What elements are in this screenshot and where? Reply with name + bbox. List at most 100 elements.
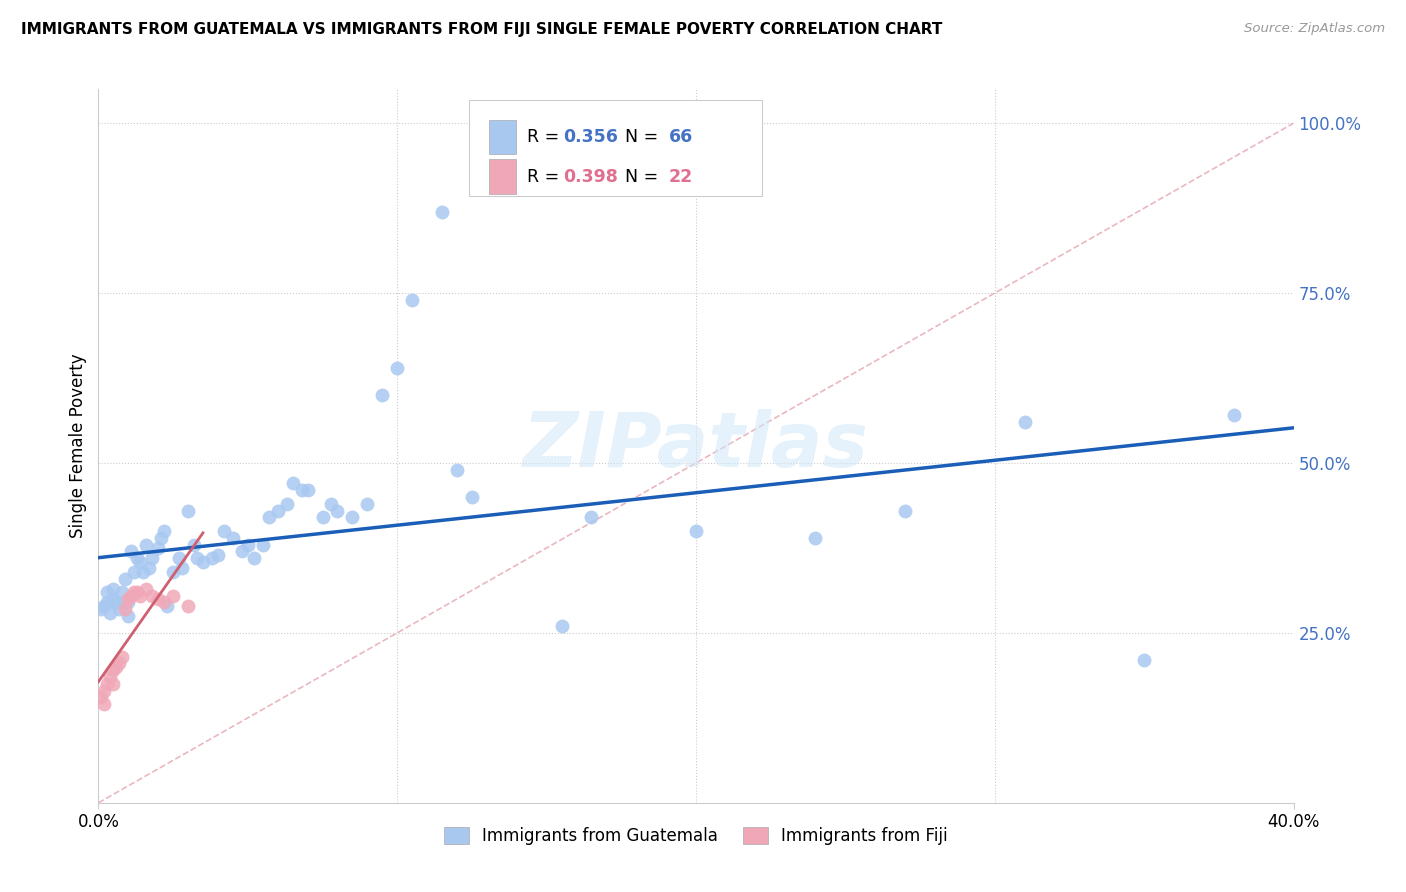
Point [267, 503, 290, 517]
Point [98, 606, 122, 620]
Point [461, 490, 484, 504]
Text: N =: N = [613, 168, 664, 186]
Point [1223, 409, 1246, 423]
Text: IMMIGRANTS FROM GUATEMALA VS IMMIGRANTS FROM FIJI SINGLE FEMALE POVERTY CORRELAT: IMMIGRANTS FROM GUATEMALA VS IMMIGRANTS … [21, 22, 942, 37]
Point [236, 537, 259, 551]
Point [105, 660, 128, 674]
Point [148, 541, 170, 555]
Point [212, 524, 235, 538]
Point [401, 293, 423, 307]
Point [93, 683, 115, 698]
Point [430, 204, 453, 219]
Point [172, 561, 194, 575]
Point [446, 463, 468, 477]
Point [124, 565, 146, 579]
Point [153, 595, 176, 609]
Point [117, 595, 139, 609]
Point [371, 388, 394, 402]
Text: R =: R = [527, 168, 565, 186]
Text: ZIPatlas: ZIPatlas [523, 409, 869, 483]
Point [177, 599, 200, 613]
Point [96, 595, 118, 609]
Point [114, 572, 136, 586]
Point [127, 551, 149, 566]
Point [108, 657, 131, 671]
Point [129, 589, 152, 603]
Point [117, 591, 139, 606]
Point [186, 551, 208, 566]
Point [103, 591, 125, 606]
Point [93, 698, 115, 712]
Point [342, 510, 364, 524]
Point [103, 677, 125, 691]
Point [120, 589, 142, 603]
Point [581, 510, 603, 524]
Point [117, 608, 139, 623]
Point [207, 548, 229, 562]
Point [191, 555, 214, 569]
Text: 66: 66 [668, 128, 693, 146]
Point [356, 497, 378, 511]
Point [276, 497, 298, 511]
Point [321, 497, 343, 511]
Text: Source: ZipAtlas.com: Source: ZipAtlas.com [1244, 22, 1385, 36]
Point [1014, 415, 1036, 429]
Point [894, 503, 917, 517]
Point [222, 531, 245, 545]
Point [127, 585, 149, 599]
Point [93, 599, 115, 613]
Point [167, 551, 190, 566]
FancyBboxPatch shape [489, 120, 516, 154]
FancyBboxPatch shape [489, 160, 516, 194]
Point [257, 510, 280, 524]
Point [231, 544, 253, 558]
Point [138, 561, 160, 575]
Point [550, 619, 572, 633]
Point [105, 595, 128, 609]
Point [148, 591, 170, 606]
Text: N =: N = [613, 128, 664, 146]
Text: 0.398: 0.398 [564, 168, 619, 186]
Point [96, 677, 118, 691]
Point [201, 551, 224, 566]
Point [162, 565, 184, 579]
FancyBboxPatch shape [470, 100, 762, 196]
Point [177, 503, 200, 517]
Point [103, 663, 125, 677]
Point [1133, 653, 1156, 667]
Point [252, 537, 274, 551]
Point [124, 585, 146, 599]
Point [120, 544, 142, 558]
Point [111, 585, 134, 599]
Legend: Immigrants from Guatemala, Immigrants from Fiji: Immigrants from Guatemala, Immigrants fr… [437, 820, 955, 852]
Point [98, 670, 122, 684]
Point [90, 690, 112, 705]
Point [141, 551, 163, 566]
Point [183, 537, 205, 551]
Point [297, 483, 319, 498]
Point [281, 476, 304, 491]
Point [96, 585, 118, 599]
Point [685, 524, 707, 538]
Point [162, 589, 184, 603]
Point [114, 595, 136, 609]
Point [108, 602, 131, 616]
Text: R =: R = [527, 128, 565, 146]
Point [150, 531, 173, 545]
Point [135, 582, 157, 596]
Point [111, 649, 134, 664]
Point [90, 602, 112, 616]
Point [291, 483, 314, 498]
Point [132, 565, 155, 579]
Text: 0.356: 0.356 [564, 128, 619, 146]
Point [153, 524, 176, 538]
Point [135, 537, 157, 551]
Point [243, 551, 266, 566]
Point [129, 555, 152, 569]
Point [385, 360, 409, 375]
Text: 22: 22 [668, 168, 693, 186]
Y-axis label: Single Female Poverty: Single Female Poverty [69, 354, 87, 538]
Point [326, 503, 349, 517]
Point [114, 602, 136, 616]
Point [141, 589, 163, 603]
